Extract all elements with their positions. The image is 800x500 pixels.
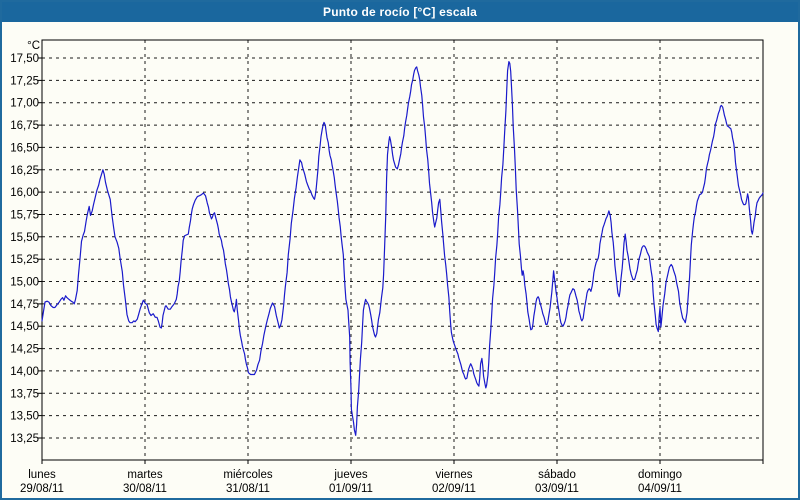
y-tick-label: 16,25	[10, 165, 39, 177]
x-day-date-label: 31/08/11	[226, 483, 270, 495]
y-tick-label: 15,50	[10, 232, 39, 244]
y-tick-label: 15,00	[10, 277, 39, 289]
x-day-date-label: 30/08/11	[123, 483, 167, 495]
y-tick-label: 16,50	[10, 142, 39, 154]
x-axis-labels: lunes 29/08/11 martes 30/08/11 miércoles 31/0…	[20, 469, 682, 495]
y-tick-label: 13,25	[10, 433, 39, 445]
x-day-name-label: viernes	[435, 469, 472, 481]
axis-ticks	[38, 57, 764, 464]
y-tick-label: 17,00	[10, 98, 39, 110]
y-tick-label: 16,00	[10, 187, 39, 199]
plot-border	[41, 39, 764, 461]
x-day-date-label: 02/09/11	[432, 483, 476, 495]
dew-point-line-chart: °C17,50 17,25 17,00 16,75 16,50 16,25 16,00 15,…	[10, 39, 764, 495]
y-axis-labels: °C17,50 17,25 17,00 16,75 16,50 16,25 16,00 15,…	[10, 40, 40, 445]
x-day-date-label: 01/09/11	[329, 483, 373, 495]
x-day-name-label: domingo	[638, 469, 682, 481]
x-day-name-label: lunes	[28, 469, 56, 481]
y-tick-label: 13,75	[10, 388, 39, 400]
chart-title: Punto de rocío [°C] escala	[322, 5, 478, 19]
x-day-date-label: 03/09/11	[535, 483, 579, 495]
y-tick-label: 15,75	[10, 210, 39, 222]
x-day-name-label: martes	[127, 469, 162, 481]
y-tick-label: 14,25	[10, 344, 39, 356]
x-day-date-label: 29/08/11	[20, 483, 64, 495]
x-day-name-label: miércoles	[223, 469, 272, 481]
dew-point-series-line	[41, 60, 764, 436]
y-tick-label: 14,50	[10, 321, 39, 333]
x-day-name-label: jueves	[333, 469, 367, 481]
y-tick-label: 17,50	[10, 53, 39, 65]
x-day-name-label: sábado	[538, 469, 576, 481]
chart-area: °C 17,50 17,25 17,00 16,75 16,50 16,25 16,00 15,…	[2, 22, 798, 498]
y-tick-label: 13,50	[10, 411, 39, 423]
y-axis-unit-label: °C	[27, 40, 40, 52]
y-tick-label: 15,25	[10, 254, 39, 266]
y-tick-label: 17,25	[10, 75, 39, 87]
x-day-date-label: 04/09/11	[638, 483, 682, 495]
y-tick-label: 16,75	[10, 120, 39, 132]
gridlines	[42, 40, 763, 460]
y-tick-label: 14,75	[10, 299, 39, 311]
window-titlebar: Punto de rocío [°C] escala	[2, 2, 798, 22]
y-tick-label: 14,00	[10, 366, 39, 378]
